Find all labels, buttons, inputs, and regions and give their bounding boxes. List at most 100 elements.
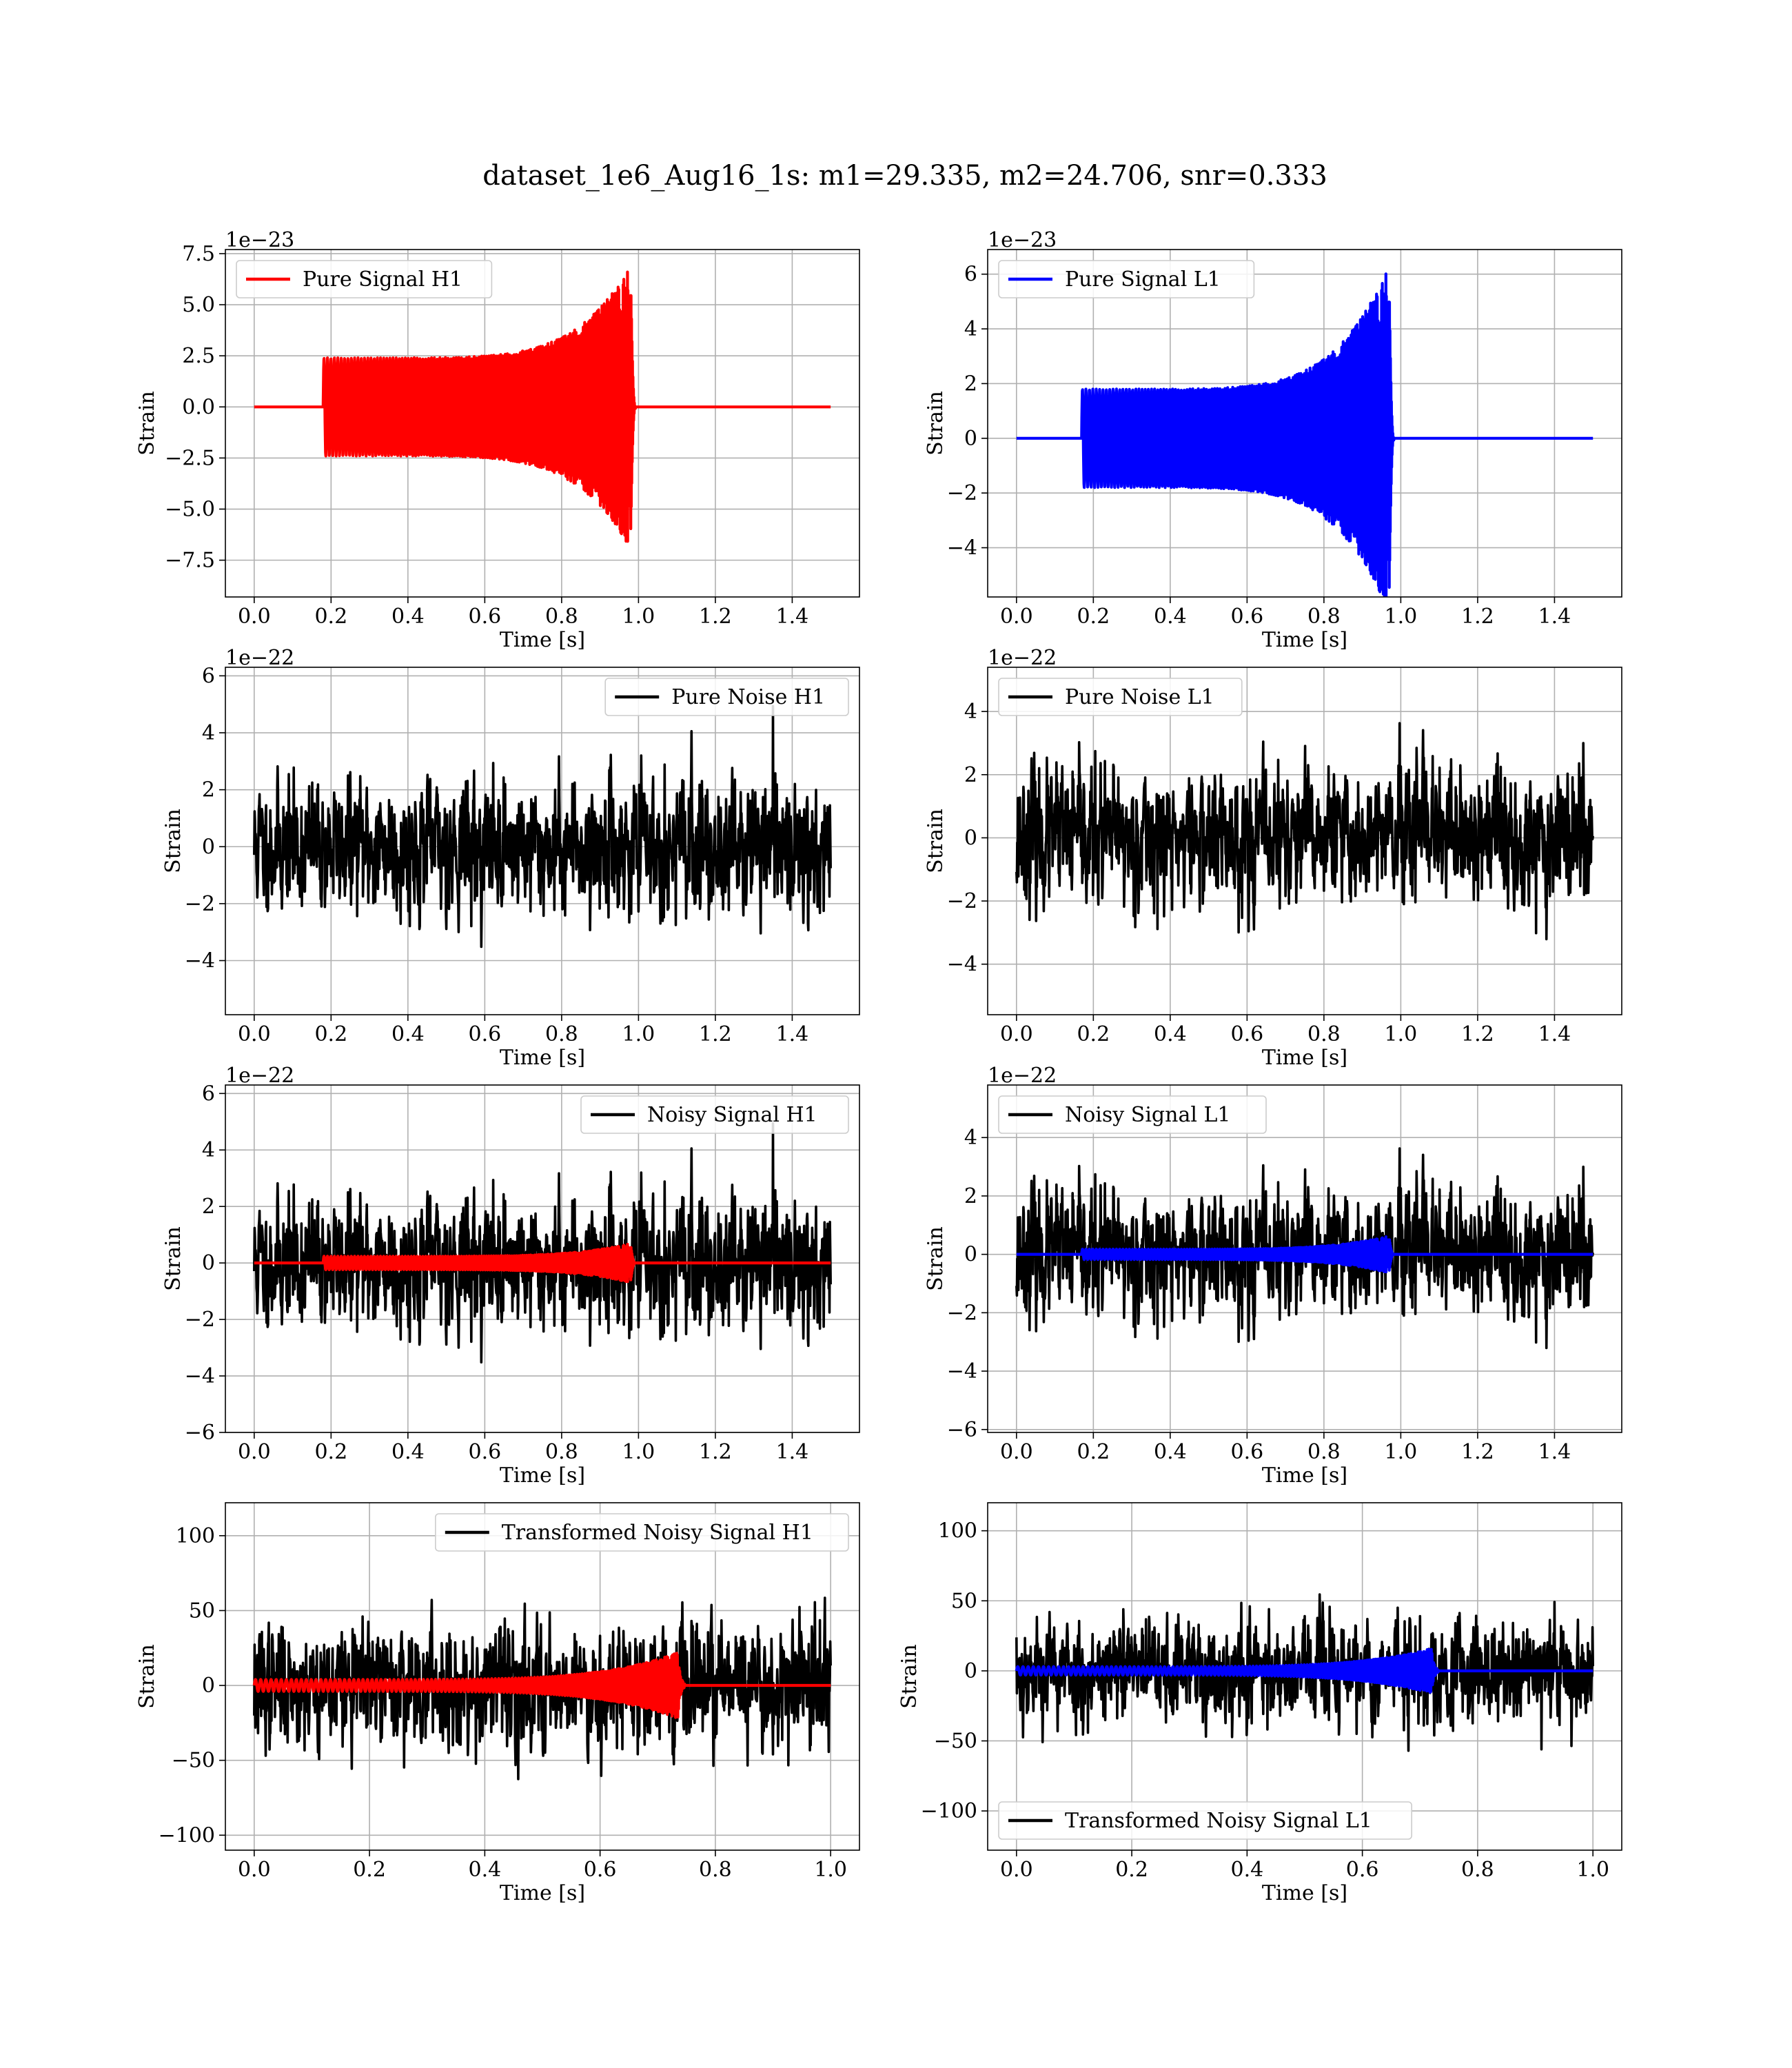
axes-frame <box>987 249 1622 598</box>
y-tick-label: −5.0 <box>165 498 215 522</box>
y-tick-label: 2 <box>202 1195 215 1219</box>
x-tick-label: 1.4 <box>776 1440 809 1464</box>
y-tick-label: 0 <box>964 826 977 850</box>
y-axis-label: Strain <box>924 1226 948 1291</box>
y-axis-label: Strain <box>135 391 159 456</box>
subplot-3: 0.0 0.2 0.4 0.6 0.8 1.0 1.2 1.4 −4 −2 0 2 4 6 1e−22 Tim… <box>161 646 860 1070</box>
y-tick-label: 50 <box>951 1589 977 1613</box>
axes-frame <box>225 249 860 598</box>
y-axis-label: Strain <box>924 391 948 456</box>
x-tick-label: 0.2 <box>314 1440 347 1464</box>
x-axis-label: Time [s] <box>1262 1881 1347 1905</box>
legend-box <box>998 1801 1413 1840</box>
x-tick-label: 0.8 <box>545 1022 578 1046</box>
plot-area <box>1015 272 1594 597</box>
series-line-1 <box>1015 272 1594 597</box>
offset-text: 1e−22 <box>988 646 1057 670</box>
y-tick-label: 4 <box>964 1126 977 1150</box>
x-tick-label: 1.0 <box>622 605 655 629</box>
series-line-1 <box>253 270 832 543</box>
axes-frame <box>987 667 1622 1015</box>
y-axis-label: Strain <box>924 809 948 873</box>
x-tick-label: 0.6 <box>469 605 502 629</box>
subplot-4: 0.0 0.2 0.4 0.6 0.8 1.0 1.2 1.4 −4 −2 0 2 4 1e−22 Time… <box>924 646 1622 1070</box>
y-tick-label: −50 <box>934 1729 977 1753</box>
x-tick-label: 0.2 <box>1077 1022 1110 1046</box>
x-tick-label: 0.6 <box>469 1440 502 1464</box>
series-line-1 <box>253 1596 832 1781</box>
x-tick-label: 0.4 <box>469 1858 502 1882</box>
series-line-1 <box>253 1122 832 1364</box>
x-tick-label: 0.4 <box>391 1440 425 1464</box>
y-tick-label: 4 <box>964 317 977 341</box>
x-tick-label: 0.8 <box>699 1858 732 1882</box>
x-tick-label: 0.8 <box>1461 1858 1494 1882</box>
y-tick-label: 2 <box>202 778 215 802</box>
y-tick-label: −4 <box>185 1364 215 1388</box>
y-tick-label: −100 <box>159 1823 215 1847</box>
x-tick-label: 1.0 <box>622 1440 655 1464</box>
x-tick-label: 0.0 <box>238 1440 271 1464</box>
x-tick-label: 1.2 <box>1461 1440 1494 1464</box>
x-axis-label: Time [s] <box>1262 628 1347 652</box>
series-line-2 <box>1015 1648 1594 1694</box>
x-tick-label: 1.4 <box>776 1022 809 1046</box>
y-tick-label: −4 <box>947 953 977 977</box>
legend: Pure Noise L1 <box>998 678 1243 716</box>
x-axis-label: Time [s] <box>1262 1463 1347 1488</box>
x-tick-label: 0.6 <box>1231 1022 1264 1046</box>
plot-area <box>253 704 832 949</box>
legend-box <box>236 260 493 298</box>
y-tick-label: 6 <box>202 664 215 688</box>
y-tick-label: 4 <box>202 1138 215 1162</box>
x-tick-label: 0.6 <box>1231 605 1264 629</box>
figure-title: dataset_1e6_Aug16_1s: m1=29.335, m2=24.7… <box>482 160 1327 192</box>
series-line-1 <box>253 704 832 949</box>
x-tick-label: 0.4 <box>1231 1858 1264 1882</box>
x-tick-label: 1.2 <box>699 605 732 629</box>
x-tick-label: 0.6 <box>1346 1858 1379 1882</box>
y-tick-label: 0 <box>964 1659 977 1683</box>
axes-frame <box>225 667 860 1015</box>
subplot-6: 0.0 0.2 0.4 0.6 0.8 1.0 1.2 1.4 −6 −4 −2 0 2 4 1e−22 Ti… <box>924 1064 1622 1488</box>
x-tick-label: 1.0 <box>1576 1858 1609 1882</box>
plot-area <box>1015 1593 1594 1752</box>
x-tick-label: 0.4 <box>1154 1440 1187 1464</box>
y-tick-label: −2 <box>947 889 977 913</box>
y-tick-label: 100 <box>176 1524 215 1548</box>
legend-box <box>998 1095 1267 1134</box>
legend-box <box>434 1513 849 1552</box>
offset-text: 1e−22 <box>225 1064 294 1088</box>
y-tick-label: 6 <box>202 1082 215 1106</box>
series-line-2 <box>1015 1235 1594 1274</box>
y-tick-label: −2 <box>947 481 977 505</box>
x-tick-label: 0.8 <box>545 605 578 629</box>
y-axis-label: Strain <box>135 1644 159 1709</box>
x-axis-label: Time [s] <box>500 1881 585 1905</box>
x-axis-label: Time [s] <box>500 1463 585 1488</box>
y-tick-label: 2 <box>964 1184 977 1208</box>
y-tick-label: 4 <box>964 700 977 724</box>
x-axis-label: Time [s] <box>500 628 585 652</box>
x-tick-label: 1.4 <box>1538 605 1571 629</box>
y-axis-label: Strain <box>161 809 185 873</box>
legend-box <box>998 260 1255 298</box>
y-tick-label: 2 <box>964 372 977 396</box>
legend-label: Noisy Signal L1 <box>1065 1103 1230 1127</box>
legend: Noisy Signal H1 <box>580 1095 849 1134</box>
x-tick-label: 0.2 <box>1077 1440 1110 1464</box>
legend: Pure Signal L1 <box>998 260 1255 298</box>
x-tick-label: 1.2 <box>1461 1022 1494 1046</box>
x-tick-label: 1.4 <box>1538 1440 1571 1464</box>
x-tick-label: 1.4 <box>776 605 809 629</box>
y-tick-label: 0.0 <box>182 395 215 419</box>
x-tick-label: 0.0 <box>1000 1440 1033 1464</box>
legend: Noisy Signal L1 <box>998 1095 1267 1134</box>
y-tick-label: 100 <box>938 1519 977 1543</box>
y-tick-label: 0 <box>964 1243 977 1267</box>
legend-box <box>998 678 1243 716</box>
x-tick-label: 0.2 <box>314 605 347 629</box>
x-tick-label: 0.0 <box>238 605 271 629</box>
subplot-2: 0.0 0.2 0.4 0.6 0.8 1.0 1.2 1.4 −4 −2 0 2 4 6 1e−23 Tim… <box>924 228 1622 652</box>
